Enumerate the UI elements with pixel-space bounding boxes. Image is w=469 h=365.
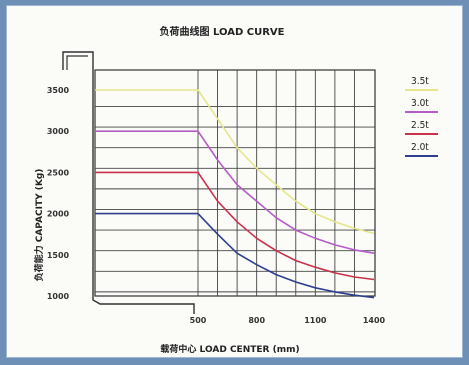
grid bbox=[94, 69, 376, 297]
y-tick-label: 1000 bbox=[47, 292, 70, 301]
mast-inner-outline bbox=[66, 55, 88, 70]
y-tick-label: 1500 bbox=[47, 251, 70, 260]
y-tick-label: 2500 bbox=[47, 168, 70, 177]
x-tick-labels: 500 800 1100 1400 bbox=[190, 316, 386, 325]
plot-border bbox=[94, 69, 376, 297]
x-tick-label: 800 bbox=[248, 316, 265, 325]
y-tick-label: 3000 bbox=[47, 127, 70, 136]
series-line-3-0t bbox=[95, 130, 375, 254]
legend-label: 2.5t bbox=[411, 120, 429, 131]
legend-label: 3.5t bbox=[411, 76, 429, 87]
chart-title: 负荷曲线图 LOAD CURVE bbox=[160, 25, 285, 38]
legend-label: 3.0t bbox=[411, 98, 429, 109]
x-tick-label: 1400 bbox=[363, 316, 386, 325]
mast-bracket bbox=[62, 51, 195, 314]
y-tick-labels: 1000 1500 2000 2500 3000 3500 bbox=[47, 86, 70, 301]
series-line-2-5t bbox=[95, 171, 375, 281]
y-tick-label: 2000 bbox=[47, 210, 70, 219]
legend-label: 2.0t bbox=[411, 142, 429, 153]
y-tick-label: 3500 bbox=[47, 86, 70, 95]
legend: 3.5t 3.0t 2.5t 2.0t bbox=[405, 76, 438, 157]
series-line-3-5t bbox=[95, 89, 375, 235]
series-lines bbox=[95, 89, 375, 299]
x-tick-label: 1100 bbox=[304, 316, 327, 325]
mast-outline bbox=[62, 51, 195, 314]
y-axis-label: 负荷能力 CAPACITY (Kg) bbox=[33, 169, 45, 282]
x-axis-label: 载荷中心 LOAD CENTER (mm) bbox=[160, 343, 299, 355]
x-tick-label: 500 bbox=[190, 316, 207, 325]
series-line-2-0t bbox=[95, 212, 375, 299]
